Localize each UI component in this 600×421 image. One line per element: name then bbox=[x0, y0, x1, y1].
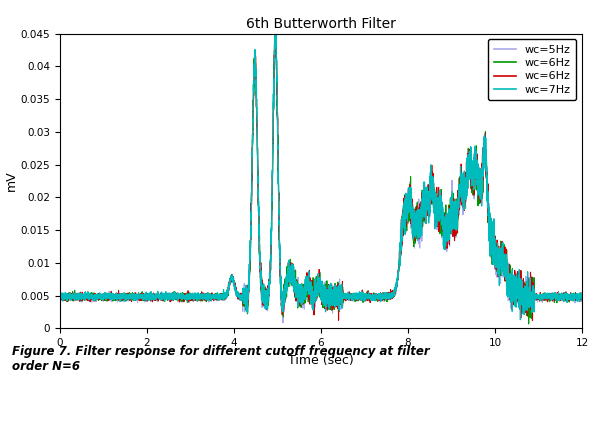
wc=6Hz bbox=[525, 321, 532, 326]
wc=6Hz bbox=[290, 276, 298, 281]
wc=7Hz bbox=[272, 27, 279, 32]
wc=6Hz bbox=[578, 291, 586, 296]
wc=6Hz bbox=[181, 291, 188, 296]
wc=5Hz bbox=[178, 299, 185, 304]
wc=6Hz bbox=[574, 293, 581, 298]
wc=5Hz bbox=[181, 295, 188, 300]
wc=7Hz bbox=[253, 105, 260, 110]
wc=7Hz bbox=[517, 317, 524, 322]
wc=6Hz bbox=[56, 291, 64, 296]
wc=7Hz bbox=[290, 281, 298, 286]
Line: wc=7Hz: wc=7Hz bbox=[60, 29, 582, 320]
wc=5Hz bbox=[574, 296, 581, 301]
wc=7Hz bbox=[178, 293, 185, 298]
Line: wc=6Hz: wc=6Hz bbox=[60, 27, 582, 324]
wc=6Hz bbox=[253, 118, 260, 123]
Y-axis label: mV: mV bbox=[5, 171, 18, 191]
wc=7Hz bbox=[574, 294, 581, 299]
wc=5Hz bbox=[290, 284, 298, 289]
wc=6Hz bbox=[290, 282, 298, 287]
Line: wc=5Hz: wc=5Hz bbox=[60, 36, 582, 323]
wc=7Hz bbox=[183, 298, 190, 303]
wc=6Hz bbox=[56, 295, 64, 300]
wc=6Hz bbox=[272, 24, 279, 29]
wc=7Hz bbox=[181, 295, 188, 300]
wc=6Hz bbox=[529, 318, 536, 323]
Line: wc=6Hz: wc=6Hz bbox=[60, 27, 582, 320]
wc=5Hz bbox=[253, 107, 260, 112]
wc=6Hz bbox=[574, 297, 581, 302]
wc=6Hz bbox=[183, 290, 190, 296]
wc=6Hz bbox=[178, 292, 185, 297]
wc=7Hz bbox=[56, 294, 64, 299]
Text: Figure 7. Filter response for different cutoff frequency at filter
order N=6: Figure 7. Filter response for different … bbox=[12, 345, 430, 373]
wc=5Hz bbox=[183, 293, 190, 298]
wc=6Hz bbox=[181, 295, 188, 300]
wc=5Hz bbox=[578, 295, 586, 300]
X-axis label: Time (sec): Time (sec) bbox=[288, 354, 354, 367]
wc=5Hz bbox=[280, 320, 287, 325]
wc=5Hz bbox=[56, 293, 64, 298]
wc=7Hz bbox=[578, 293, 586, 298]
wc=6Hz bbox=[183, 296, 190, 301]
wc=5Hz bbox=[272, 33, 279, 38]
wc=6Hz bbox=[578, 292, 586, 297]
wc=6Hz bbox=[271, 24, 278, 29]
Title: 6th Butterworth Filter: 6th Butterworth Filter bbox=[246, 17, 396, 31]
Legend: wc=5Hz, wc=6Hz, wc=6Hz, wc=7Hz: wc=5Hz, wc=6Hz, wc=6Hz, wc=7Hz bbox=[488, 39, 577, 100]
wc=6Hz bbox=[178, 293, 185, 298]
wc=6Hz bbox=[253, 109, 260, 114]
